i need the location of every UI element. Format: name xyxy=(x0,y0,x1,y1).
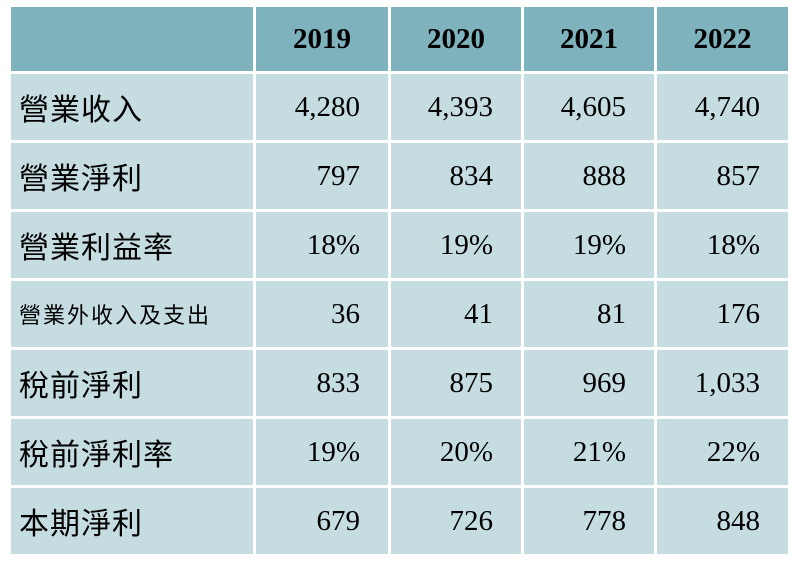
table-row: 營業收入 4,280 4,393 4,605 4,740 xyxy=(11,74,788,140)
value-cell: 20% xyxy=(391,419,521,485)
value-cell: 36 xyxy=(256,281,388,347)
value-cell: 19% xyxy=(524,212,654,278)
table-row: 本期淨利 679 726 778 848 xyxy=(11,488,788,554)
header-year-cell: 2021 xyxy=(524,7,654,71)
value-cell: 797 xyxy=(256,143,388,209)
header-year-cell: 2019 xyxy=(256,7,388,71)
row-label: 營業淨利 xyxy=(11,143,253,209)
header-corner-cell xyxy=(11,7,253,71)
header-year-cell: 2022 xyxy=(657,7,788,71)
value-cell: 888 xyxy=(524,143,654,209)
value-cell: 22% xyxy=(657,419,788,485)
table-row: 營業淨利 797 834 888 857 xyxy=(11,143,788,209)
table-row: 稅前淨利 833 875 969 1,033 xyxy=(11,350,788,416)
value-cell: 4,740 xyxy=(657,74,788,140)
value-cell: 4,280 xyxy=(256,74,388,140)
header-year-cell: 2020 xyxy=(391,7,521,71)
row-label: 稅前淨利率 xyxy=(11,419,253,485)
value-cell: 18% xyxy=(657,212,788,278)
value-cell: 848 xyxy=(657,488,788,554)
header-row: 2019 2020 2021 2022 xyxy=(11,7,788,71)
row-label: 營業外收入及支出 xyxy=(11,281,253,347)
value-cell: 41 xyxy=(391,281,521,347)
value-cell: 834 xyxy=(391,143,521,209)
financial-table: 2019 2020 2021 2022 營業收入 4,280 4,393 4,6… xyxy=(8,4,791,557)
value-cell: 19% xyxy=(256,419,388,485)
value-cell: 19% xyxy=(391,212,521,278)
row-label: 營業利益率 xyxy=(11,212,253,278)
value-cell: 833 xyxy=(256,350,388,416)
value-cell: 679 xyxy=(256,488,388,554)
value-cell: 726 xyxy=(391,488,521,554)
table-row: 營業外收入及支出 36 41 81 176 xyxy=(11,281,788,347)
value-cell: 18% xyxy=(256,212,388,278)
row-label: 營業收入 xyxy=(11,74,253,140)
value-cell: 857 xyxy=(657,143,788,209)
row-label: 本期淨利 xyxy=(11,488,253,554)
table-row: 營業利益率 18% 19% 19% 18% xyxy=(11,212,788,278)
value-cell: 176 xyxy=(657,281,788,347)
value-cell: 1,033 xyxy=(657,350,788,416)
value-cell: 4,393 xyxy=(391,74,521,140)
value-cell: 4,605 xyxy=(524,74,654,140)
value-cell: 778 xyxy=(524,488,654,554)
value-cell: 21% xyxy=(524,419,654,485)
row-label: 稅前淨利 xyxy=(11,350,253,416)
value-cell: 81 xyxy=(524,281,654,347)
value-cell: 969 xyxy=(524,350,654,416)
value-cell: 875 xyxy=(391,350,521,416)
table-row: 稅前淨利率 19% 20% 21% 22% xyxy=(11,419,788,485)
